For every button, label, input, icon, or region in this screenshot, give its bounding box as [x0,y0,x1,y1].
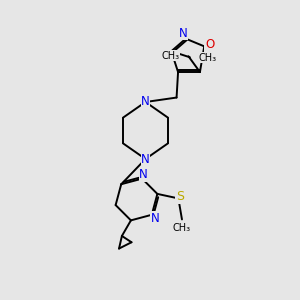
Text: N: N [141,95,150,108]
Text: N: N [179,27,188,40]
Text: N: N [151,212,160,225]
Text: CH₃: CH₃ [199,53,217,63]
Text: CH₃: CH₃ [161,51,179,61]
Text: CH₃: CH₃ [173,223,191,233]
Text: S: S [176,190,184,203]
Text: O: O [205,38,214,51]
Text: N: N [141,153,150,166]
Text: N: N [139,168,148,181]
